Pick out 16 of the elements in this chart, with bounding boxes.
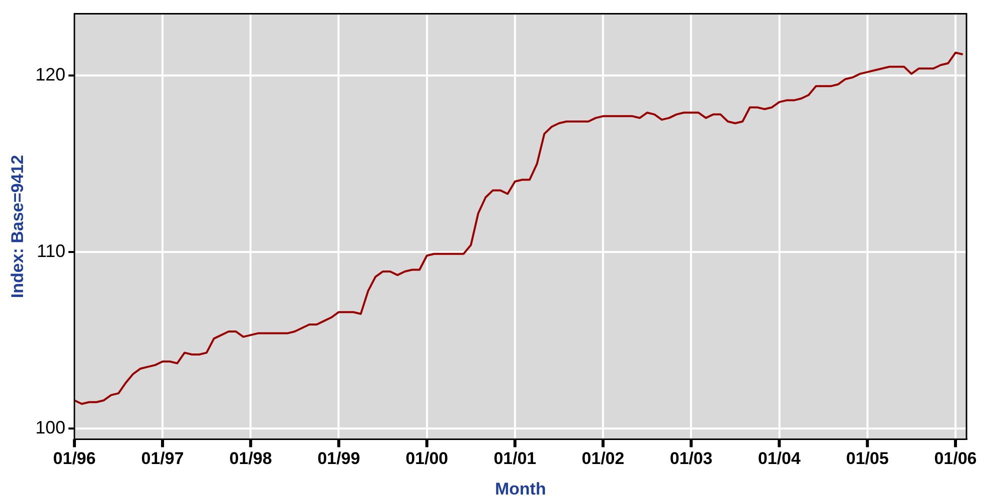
y-axis-title: Index: Base=9412 (8, 154, 27, 298)
x-tick-label: 01/04 (758, 449, 802, 468)
x-tick-label: 01/97 (141, 449, 184, 468)
x-axis-title: Month (494, 479, 546, 498)
x-tick-label: 01/06 (934, 449, 977, 468)
x-tick-label: 01/01 (494, 449, 536, 468)
x-tick-label: 01/00 (406, 449, 448, 468)
x-tick-label: 01/05 (846, 449, 889, 468)
x-tick-label: 01/02 (582, 449, 624, 468)
y-tick-label: 110 (36, 241, 66, 262)
y-tick-label: 120 (35, 64, 66, 85)
x-tick-label: 01/03 (670, 449, 712, 468)
x-tick-label: 01/96 (53, 449, 96, 468)
x-tick-label: 01/99 (317, 449, 360, 468)
x-tick-label: 01/98 (229, 449, 272, 468)
y-tick-label: 100 (35, 418, 66, 438)
